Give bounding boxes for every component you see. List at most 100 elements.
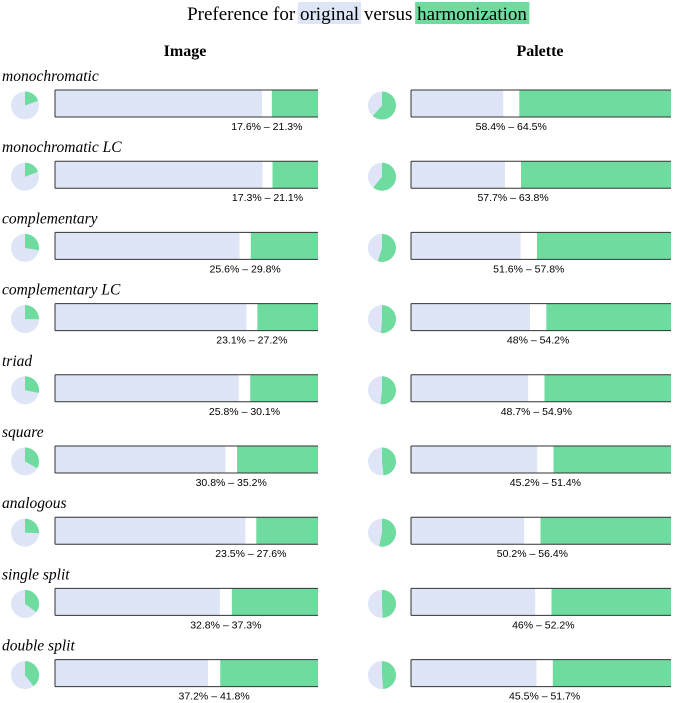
- interval-label: 25.6% – 29.8%: [210, 263, 281, 275]
- pie-harmonization-slice: [25, 447, 40, 469]
- row-single-split: single split 32.8% – 37.3% 46% – 52.2%: [2, 566, 671, 631]
- bar-harmonization-segment: [220, 659, 318, 687]
- row-complementary-lc: complementary LC 23.1% – 27.2% 48% – 54.2%: [2, 282, 671, 347]
- category-label: analogous: [2, 495, 67, 512]
- interval-label: 58.4% – 64.5%: [476, 121, 547, 133]
- row-monochromatic: monochromatic 17.6% – 21.3% 58.4% – 64.5%: [2, 68, 671, 133]
- pie-harmonization-slice: [373, 162, 397, 191]
- interval-label: 48.7% – 54.9%: [501, 406, 572, 418]
- bar-image-monochromatic-lc: 17.3% – 21.1%: [11, 160, 318, 204]
- bar-image-complementary-lc: 23.1% – 27.2%: [11, 303, 318, 347]
- row-monochromatic-lc: monochromatic LC 17.3% – 21.1% 57.7% – 63.…: [2, 139, 671, 204]
- pie-harmonization-slice: [25, 91, 39, 106]
- bar-image-monochromatic: 17.6% – 21.3%: [11, 89, 318, 133]
- title-original-highlight: [297, 2, 362, 24]
- category-label: triad: [2, 353, 32, 370]
- row-analogous: analogous 23.5% – 27.6% 50.2% – 56.4%: [2, 495, 671, 560]
- bar-harmonization-segment: [551, 588, 671, 616]
- bar-original-segment: [55, 446, 226, 473]
- bar-harmonization-segment: [250, 232, 318, 260]
- bar-palette-triad: 48.7% – 54.9%: [368, 374, 671, 418]
- category-label: monochromatic LC: [2, 139, 122, 156]
- title-original-word: original: [300, 4, 359, 25]
- bar-image-single-split: 32.8% – 37.3%: [11, 587, 318, 631]
- interval-label: 46% – 52.2%: [512, 619, 574, 631]
- pie-harmonization-slice: [25, 661, 40, 687]
- bar-original-segment: [55, 374, 239, 402]
- bar-harmonization-segment: [271, 90, 318, 117]
- bar-harmonization-segment: [256, 517, 318, 545]
- bar-palette-monochromatic-lc: 57.7% – 63.8%: [368, 160, 671, 204]
- row-square: square 30.8% – 35.2% 45.2% – 51.4%: [2, 424, 671, 489]
- category-label: square: [2, 424, 44, 441]
- interval-label: 51.6% – 57.8%: [493, 263, 564, 275]
- pie-harmonization-slice: [382, 447, 396, 476]
- bar-palette-complementary-lc: 48% – 54.2%: [368, 303, 671, 347]
- bar-original-segment: [55, 232, 240, 260]
- bar-original-segment: [411, 90, 504, 117]
- pie-harmonization-slice: [25, 233, 39, 251]
- row-triad: triad 25.8% – 30.1% 48.7% – 54.9%: [2, 353, 671, 418]
- bar-original-segment: [55, 303, 247, 331]
- pie-harmonization-slice: [382, 661, 397, 690]
- title-prefix: Preference for: [187, 4, 296, 25]
- category-label: complementary: [2, 210, 98, 227]
- uncertainty-band: [530, 303, 547, 331]
- bar-original-segment: [411, 517, 525, 545]
- interval-label: 50.2% – 56.4%: [497, 548, 568, 560]
- bar-palette-monochromatic: 58.4% – 64.5%: [368, 89, 671, 133]
- bar-original-segment: [55, 517, 246, 545]
- pie-harmonization-slice: [381, 305, 396, 334]
- chart-title: Preference for original versus harmoniza…: [187, 2, 530, 25]
- interval-label: 23.1% – 27.2%: [216, 335, 287, 347]
- category-label: single split: [2, 566, 70, 583]
- bar-image-analogous: 23.5% – 27.6%: [11, 516, 318, 560]
- pie-harmonization-slice: [380, 376, 396, 405]
- row-double-split: double split 37.2% – 41.8% 45.5% – 51.7%: [2, 638, 671, 703]
- bar-image-triad: 25.8% – 30.1%: [11, 374, 318, 418]
- bar-harmonization-segment: [544, 374, 671, 402]
- bar-harmonization-segment: [553, 446, 671, 473]
- uncertainty-band: [246, 303, 258, 331]
- bar-harmonization-segment: [257, 303, 318, 331]
- category-label: complementary LC: [2, 282, 121, 299]
- bar-harmonization-segment: [231, 588, 318, 616]
- bar-harmonization-segment: [250, 374, 318, 402]
- row-complementary: complementary 25.6% – 29.8% 51.6% – 57.8%: [2, 210, 671, 275]
- category-label: double split: [2, 638, 75, 655]
- interval-label: 57.7% – 63.8%: [477, 192, 548, 204]
- pie-harmonization-slice: [25, 162, 39, 177]
- bar-palette-complementary: 51.6% – 57.8%: [368, 231, 671, 275]
- uncertainty-band: [262, 161, 273, 189]
- bar-palette-square: 45.2% – 51.4%: [368, 445, 671, 489]
- bar-original-segment: [411, 374, 529, 402]
- bar-original-segment: [411, 659, 537, 687]
- interval-label: 37.2% – 41.8%: [179, 691, 250, 703]
- category-label: monochromatic: [2, 68, 99, 85]
- uncertainty-band: [524, 517, 541, 545]
- bar-harmonization-segment: [540, 517, 671, 545]
- uncertainty-band: [208, 659, 221, 687]
- bar-original-segment: [411, 588, 536, 616]
- uncertainty-band: [245, 517, 257, 545]
- bar-harmonization-segment: [552, 659, 671, 687]
- bar-palette-single-split: 46% – 52.2%: [368, 587, 671, 631]
- uncertainty-band: [505, 161, 521, 189]
- pie-harmonization-slice: [25, 589, 39, 613]
- bar-harmonization-segment: [546, 303, 671, 331]
- interval-label: 17.6% – 21.3%: [231, 121, 302, 133]
- interval-label: 45.5% – 51.7%: [509, 691, 580, 703]
- uncertainty-band: [238, 374, 251, 402]
- uncertainty-band: [239, 232, 251, 260]
- pie-harmonization-slice: [379, 518, 397, 547]
- bar-image-square: 30.8% – 35.2%: [11, 445, 318, 489]
- bar-original-segment: [55, 90, 262, 117]
- title-middle: versus: [364, 4, 413, 25]
- uncertainty-band: [520, 232, 537, 260]
- bar-harmonization-segment: [519, 90, 671, 117]
- uncertainty-band: [536, 659, 553, 687]
- title-harmonization-word: harmonization: [417, 4, 527, 25]
- bar-harmonization-segment: [236, 446, 318, 473]
- bar-original-segment: [411, 303, 531, 331]
- uncertainty-band: [503, 90, 520, 117]
